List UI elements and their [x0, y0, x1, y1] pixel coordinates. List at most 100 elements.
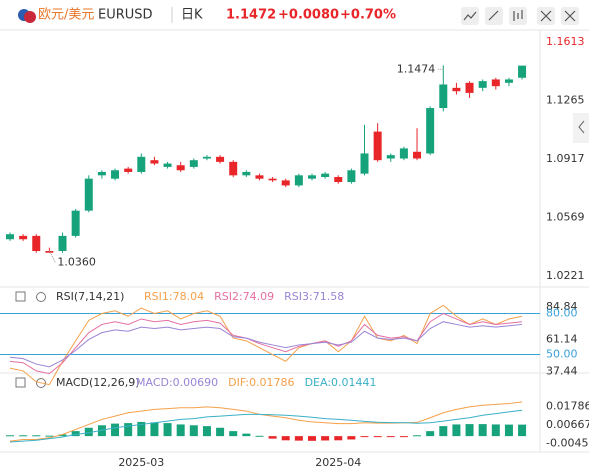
- candle-body: [452, 87, 461, 92]
- tool-button[interactable]: [461, 7, 479, 25]
- candle-body: [242, 171, 251, 176]
- candle-body: [518, 65, 527, 78]
- candle-body: [216, 156, 225, 162]
- histogram-bar: [58, 434, 67, 437]
- histogram-bar: [518, 424, 527, 437]
- histogram-bar: [255, 435, 264, 437]
- histogram-bar: [189, 425, 198, 437]
- candle-body: [32, 235, 41, 252]
- candle-body: [347, 170, 356, 183]
- period[interactable]: 日K: [181, 8, 203, 23]
- candle-body: [426, 108, 435, 154]
- histogram-bar: [491, 424, 500, 437]
- histogram-bar: [137, 421, 146, 437]
- y-tick-label: -0.00451: [546, 437, 589, 450]
- candle-body: [111, 170, 120, 179]
- candle-body: [163, 163, 172, 167]
- candle-body: [478, 81, 487, 88]
- candle-body: [255, 175, 264, 179]
- histogram-bar: [229, 431, 238, 437]
- panel-title: MACD(12,26,9): [56, 376, 140, 389]
- candle-body: [399, 148, 408, 159]
- candle-body: [294, 175, 303, 186]
- histogram-bar: [307, 436, 316, 441]
- annotation-leader: [48, 250, 56, 263]
- toolbar: [461, 7, 579, 25]
- legend-entry: DIF:0.01786: [228, 376, 294, 389]
- candle-body: [281, 180, 290, 186]
- histogram-bar: [150, 422, 159, 437]
- candle-body: [71, 210, 80, 236]
- candle-body: [150, 160, 159, 164]
- histogram-bar: [281, 436, 290, 441]
- histogram-bar: [71, 431, 80, 437]
- candle-body: [413, 151, 422, 159]
- pair-name: 欧元/美元: [38, 8, 94, 23]
- candle-body: [19, 235, 28, 240]
- histogram-bar: [321, 436, 330, 441]
- candle-body: [189, 160, 198, 167]
- price: 1.1472: [226, 8, 276, 23]
- annotation: 1.1474: [397, 62, 436, 75]
- flag-icon: [18, 9, 36, 23]
- histogram-bar: [163, 423, 172, 437]
- histogram-bar: [294, 436, 303, 441]
- histogram-bar: [452, 424, 461, 437]
- histogram-bar: [426, 431, 435, 437]
- histogram-bar: [465, 424, 474, 437]
- candle-body: [176, 165, 185, 171]
- candle-body: [97, 171, 106, 176]
- histogram-bar: [439, 426, 448, 437]
- histogram-bar: [176, 424, 185, 437]
- change: +0.0080: [278, 8, 339, 23]
- candle-body: [360, 153, 369, 174]
- candle-body: [321, 173, 330, 178]
- candle-body: [6, 234, 14, 240]
- candle-body: [229, 161, 238, 176]
- histogram-bar: [373, 436, 382, 438]
- candle-body: [491, 79, 500, 87]
- y-tick-label: 1.0221: [546, 269, 585, 282]
- candle-body: [202, 156, 211, 159]
- y-tick-label: 37.44: [546, 365, 578, 378]
- side-toggle[interactable]: [573, 113, 589, 143]
- candle-body: [124, 168, 133, 172]
- histogram-bar: [478, 424, 487, 437]
- tool-button[interactable]: [485, 7, 503, 25]
- y-tick-label: 1.0917: [546, 152, 585, 165]
- y-tick-label: 61.14: [546, 332, 578, 345]
- histogram-bar: [360, 436, 369, 438]
- legend-entry: DEA:0.01441: [305, 376, 377, 389]
- histogram-bar: [84, 427, 93, 437]
- indicator-line: [9, 409, 523, 443]
- y-tick-label: 1.1265: [546, 93, 585, 106]
- legend-entry: RSI1:78.04: [144, 290, 204, 303]
- candle-body: [465, 82, 474, 93]
- histogram-bar: [399, 436, 408, 438]
- candle-body: [373, 131, 382, 161]
- legend-entry: RSI2:74.09: [214, 290, 274, 303]
- histogram-bar: [6, 435, 14, 437]
- indicator-line: [9, 321, 523, 368]
- histogram-bar: [268, 436, 277, 439]
- annotation: 1.0360: [57, 256, 96, 269]
- rsi-icons: [15, 291, 46, 302]
- histogram-bar: [504, 424, 513, 437]
- histogram-bar: [242, 433, 251, 437]
- histogram-bar: [216, 427, 225, 437]
- histogram-bar: [124, 423, 133, 437]
- candle-body: [45, 251, 54, 253]
- histogram-bar: [202, 426, 211, 437]
- y-tick-label: 0.01786: [546, 399, 589, 412]
- candle-body: [504, 79, 513, 83]
- histogram-bar: [347, 436, 356, 440]
- candle-body: [439, 84, 448, 109]
- candle-body: [386, 155, 395, 159]
- candle-body: [137, 156, 146, 172]
- panel-title: RSI(7,14,21): [56, 290, 124, 303]
- macd-icons: [15, 377, 46, 388]
- indicator-line: [9, 304, 523, 386]
- y-tick-label: 0.00667: [546, 418, 589, 431]
